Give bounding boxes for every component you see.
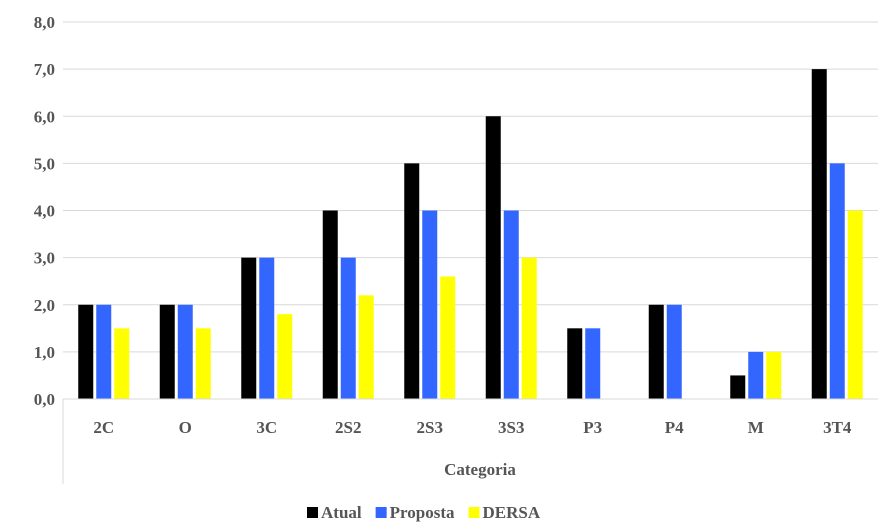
y-tick-label: 1,0 <box>34 343 55 362</box>
bar-atual-m <box>730 375 746 399</box>
x-tick-label: P4 <box>665 418 684 437</box>
bar-dersa-2s2 <box>358 295 374 399</box>
bar-atual-3t4 <box>811 69 827 399</box>
bar-proposta-3s3 <box>503 210 519 399</box>
y-tick-label: 5,0 <box>34 154 55 173</box>
bar-atual-p4 <box>648 304 664 399</box>
y-tick-label: 6,0 <box>34 107 55 126</box>
bar-proposta-p3 <box>585 328 601 399</box>
x-tick-label: 2C <box>93 418 114 437</box>
x-tick-label: 2S3 <box>417 418 443 437</box>
y-tick-label: 3,0 <box>34 249 55 268</box>
bar-proposta-2c <box>96 304 112 399</box>
bar-atual-p3 <box>567 328 583 399</box>
bars <box>78 69 863 399</box>
axes <box>62 398 878 484</box>
y-tick-label: 0,0 <box>34 390 55 409</box>
x-tick-label: M <box>748 418 764 437</box>
x-axis-ticks: 2C O 3C 2S2 2S3 3S3 P3 P4 M 3T4 <box>93 418 852 437</box>
bar-atual-3c <box>241 257 257 399</box>
bar-atual-o <box>159 304 175 399</box>
bar-atual-3s3 <box>485 116 501 399</box>
bar-dersa-2c <box>114 328 130 399</box>
legend: Atual Proposta DERSA <box>307 503 541 522</box>
bar-proposta-o <box>177 304 193 399</box>
bar-dersa-m <box>766 351 782 399</box>
bar-proposta-3c <box>259 257 275 399</box>
bar-dersa-3s3 <box>521 257 537 399</box>
y-tick-label: 4,0 <box>34 202 55 221</box>
bar-dersa-2s3 <box>440 276 456 399</box>
legend-swatch-proposta <box>375 507 387 518</box>
x-tick-label: 3S3 <box>498 418 524 437</box>
x-tick-label: 3C <box>256 418 277 437</box>
y-tick-label: 8,0 <box>34 13 55 32</box>
bar-proposta-3t4 <box>829 163 845 399</box>
y-axis-ticks: 0,0 1,0 2,0 3,0 4,0 5,0 6,0 7,0 8,0 <box>34 13 55 409</box>
y-tick-label: 7,0 <box>34 60 55 79</box>
legend-label-atual: Atual <box>321 503 362 522</box>
bar-dersa-3t4 <box>847 210 863 399</box>
bar-dersa-o <box>195 328 211 399</box>
bar-proposta-2s3 <box>422 210 438 399</box>
legend-swatch-dersa <box>468 507 480 518</box>
bar-dersa-3c <box>277 314 293 399</box>
x-tick-label: 3T4 <box>823 418 852 437</box>
y-tick-label: 2,0 <box>34 296 55 315</box>
x-axis-title: Categoria <box>444 460 516 479</box>
bar-proposta-p4 <box>666 304 682 399</box>
bar-atual-2c <box>78 304 94 399</box>
legend-swatch-atual <box>307 507 318 518</box>
x-tick-label: P3 <box>583 418 602 437</box>
bar-atual-2s2 <box>322 210 338 399</box>
legend-label-proposta: Proposta <box>390 503 455 522</box>
legend-label-dersa: DERSA <box>482 503 540 522</box>
gridlines <box>63 21 878 353</box>
bar-atual-2s3 <box>404 163 420 399</box>
x-tick-label: O <box>179 418 192 437</box>
x-tick-label: 2S2 <box>335 418 361 437</box>
bar-proposta-m <box>748 351 764 399</box>
bar-proposta-2s2 <box>340 257 356 399</box>
